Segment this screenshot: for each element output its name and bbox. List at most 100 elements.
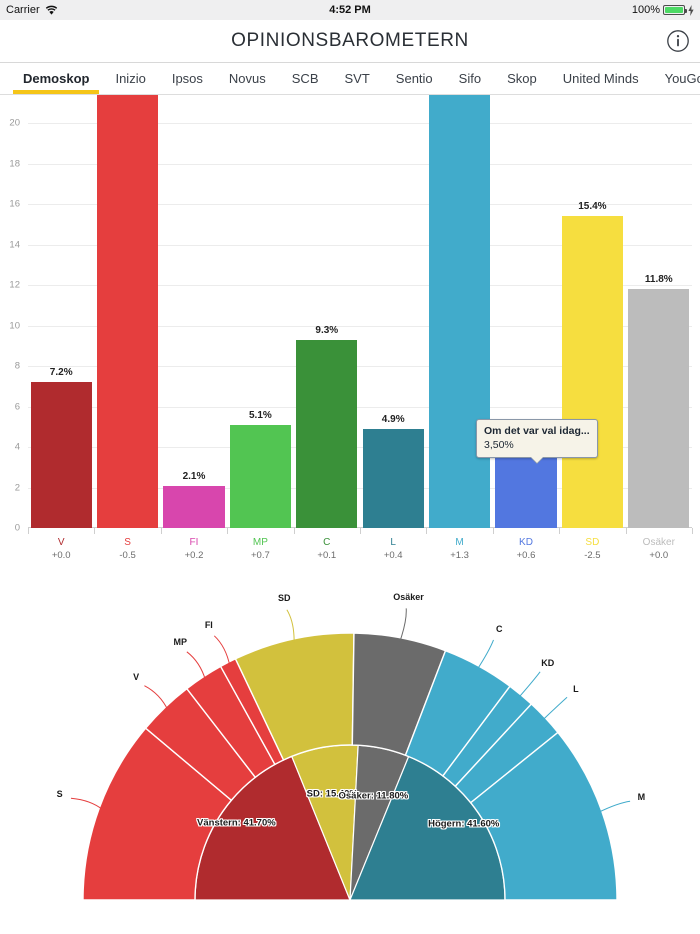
wifi-icon bbox=[45, 5, 57, 15]
y-axis-tick-label: 14 bbox=[9, 239, 20, 251]
party-name-label: M bbox=[455, 537, 464, 548]
bar-kd[interactable] bbox=[495, 457, 557, 528]
tab-inizio[interactable]: Inizio bbox=[102, 63, 158, 94]
tab-united-minds[interactable]: United Minds bbox=[550, 63, 652, 94]
tab-sifo[interactable]: Sifo bbox=[446, 63, 494, 94]
bar-sd[interactable]: 15.4% bbox=[561, 201, 624, 528]
sunburst-outer-label-s: S bbox=[56, 789, 63, 800]
sunburst-outer-label-fi: FI bbox=[204, 620, 213, 631]
party-delta-label: +0.4 bbox=[383, 550, 403, 561]
tab-label: SCB bbox=[291, 71, 319, 86]
bar-osäker[interactable]: 11.8% bbox=[628, 274, 690, 528]
bar-value-label: 9.3% bbox=[315, 324, 339, 336]
party-name-label: C bbox=[323, 537, 331, 548]
status-bar-time: 4:52 PM bbox=[329, 4, 371, 16]
bar-value-label: 2.1% bbox=[182, 470, 206, 482]
tab-skop[interactable]: Skop bbox=[494, 63, 550, 94]
x-axis-separator bbox=[94, 528, 96, 534]
bar-chart-plot-area: 0 2 4 6 8 10 12 14 16 18 20 7.2% V +0.0 S -0.5 2.1% FI +0.… bbox=[9, 95, 693, 561]
tab-sentio[interactable]: Sentio bbox=[383, 63, 446, 94]
sunburst-outer-label-sd: SD bbox=[278, 593, 291, 604]
party-delta-label: +0.0 bbox=[51, 550, 71, 561]
sunburst-svg bbox=[70, 608, 631, 901]
sunburst-outer-label-m: M bbox=[637, 792, 646, 803]
x-axis-tick-mp: MP +0.7 bbox=[227, 536, 293, 562]
bar-m[interactable] bbox=[428, 95, 491, 528]
info-circle-icon[interactable] bbox=[666, 29, 690, 53]
sunburst-inner-label-sd: SD: 15.40% bbox=[306, 788, 358, 800]
carrier-label: Carrier bbox=[6, 4, 40, 16]
gridline bbox=[28, 244, 692, 246]
bar-fi[interactable]: 2.1% bbox=[163, 471, 225, 528]
bloc-sunburst-chart[interactable]: S V MP FI SD Osäker C KD L M Vänstern: 41.70% SD: 1… bbox=[0, 585, 700, 934]
y-axis-tick-label: 20 bbox=[9, 117, 20, 129]
y-axis-tick-label: 18 bbox=[9, 158, 20, 170]
x-axis-separator bbox=[426, 528, 428, 534]
y-axis-tick-label: 0 bbox=[14, 522, 20, 534]
x-axis-tick-fi: FI +0.2 bbox=[161, 536, 227, 562]
chart-tooltip: Om det var val idag... 3,50% bbox=[476, 419, 598, 464]
tab-novus[interactable]: Novus bbox=[216, 63, 279, 94]
sunburst-outer-label-c: C bbox=[496, 624, 503, 635]
tab-label: Demoskop bbox=[23, 71, 90, 86]
party-name-label: S bbox=[124, 537, 131, 548]
status-bar-right: 100% bbox=[632, 4, 694, 16]
tab-ipsos[interactable]: Ipsos bbox=[159, 63, 216, 94]
tab-label: Skop bbox=[507, 71, 537, 86]
x-axis-tick-osäker: Osäker +0.0 bbox=[626, 536, 692, 562]
sunburst-leader-line-v bbox=[144, 685, 169, 711]
sunburst-outer-label-osäker: Osäker bbox=[393, 591, 424, 602]
tab-label: Sentio bbox=[395, 71, 433, 86]
bar-s[interactable] bbox=[96, 95, 159, 528]
gridline bbox=[28, 447, 692, 449]
tab-scb[interactable]: SCB bbox=[279, 63, 332, 94]
sunburst-outer-label-l: L bbox=[573, 684, 579, 695]
gridline bbox=[28, 163, 692, 165]
battery-percent-label: 100% bbox=[631, 4, 660, 16]
bar-mp[interactable]: 5.1% bbox=[229, 410, 292, 528]
sunburst-leader-line-mp bbox=[186, 651, 206, 681]
gridline bbox=[28, 325, 692, 327]
tab-label: YouGov bbox=[664, 71, 700, 86]
party-name-label: FI bbox=[189, 537, 199, 548]
x-axis-separator bbox=[692, 528, 693, 534]
y-axis-tick-label: 16 bbox=[9, 198, 20, 210]
party-name-label: SD bbox=[585, 537, 600, 548]
party-name-label: Osäker bbox=[642, 537, 675, 548]
tooltip-value: 3,50% bbox=[484, 439, 514, 452]
y-axis-tick-label: 4 bbox=[14, 441, 20, 453]
bar-value-label: 4.9% bbox=[381, 413, 405, 425]
sunburst-leader-line-osäker bbox=[399, 608, 407, 642]
tab-demoskop[interactable]: Demoskop bbox=[10, 63, 102, 94]
bar-value-label: 11.8% bbox=[644, 274, 673, 286]
x-axis-tick-kd: KD +0.6 bbox=[493, 536, 559, 562]
y-axis-tick-label: 12 bbox=[9, 279, 20, 291]
party-name-label: MP bbox=[252, 537, 268, 548]
party-support-bar-chart[interactable]: 0 2 4 6 8 10 12 14 16 18 20 7.2% V +0.0 S -0.5 2.1% FI +0.… bbox=[0, 95, 700, 585]
tab-yougov[interactable]: YouGov bbox=[652, 63, 700, 94]
party-name-label: V bbox=[57, 537, 65, 548]
x-axis-separator bbox=[227, 528, 229, 534]
battery-full-icon bbox=[663, 5, 687, 15]
x-axis-separator bbox=[625, 528, 627, 534]
poll-institute-tab-bar[interactable]: Demoskop Inizio Ipsos Novus SCB SVT Sentio Sifo… bbox=[0, 63, 700, 95]
sunburst-outer-slice-m[interactable] bbox=[469, 731, 618, 901]
bar-c[interactable]: 9.3% bbox=[296, 325, 358, 528]
tab-label: Novus bbox=[228, 71, 266, 86]
x-axis-tick-s: S -0.5 bbox=[94, 536, 160, 562]
bar-value-label: 7.2% bbox=[49, 367, 73, 379]
x-axis-tick-m: M +1.3 bbox=[426, 536, 492, 562]
y-axis-tick-label: 8 bbox=[14, 360, 20, 372]
tab-svt[interactable]: SVT bbox=[332, 63, 383, 94]
sunburst-outer-label-kd: KD bbox=[541, 657, 555, 668]
x-axis-tick-sd: SD -2.5 bbox=[559, 536, 625, 562]
status-bar-left: Carrier bbox=[6, 4, 58, 16]
sunburst-inner-label-vänstern: Vänstern: 41.70% bbox=[197, 817, 276, 829]
tooltip-pointer bbox=[530, 457, 543, 464]
party-delta-label: +1.3 bbox=[450, 550, 469, 561]
page-title: OPINIONSBAROMETERN bbox=[231, 30, 469, 51]
tab-label: Ipsos bbox=[171, 71, 203, 86]
bar-v[interactable]: 7.2% bbox=[30, 367, 92, 528]
sunburst-leader-line-sd bbox=[286, 609, 295, 644]
bar-l[interactable]: 4.9% bbox=[362, 414, 424, 528]
